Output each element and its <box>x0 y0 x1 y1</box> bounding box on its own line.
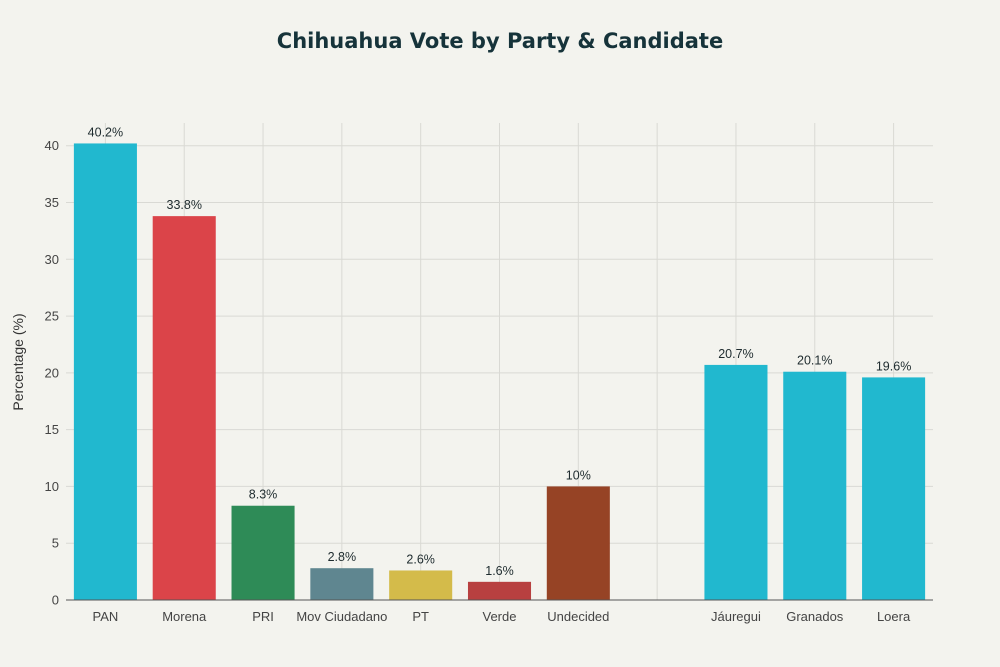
bars <box>73 143 926 600</box>
y-tick-label: 35 <box>45 195 59 210</box>
data-label: 19.6% <box>876 359 911 373</box>
x-tick-label: Verde <box>483 609 517 624</box>
y-tick-label: 20 <box>45 365 59 380</box>
x-tick-label: PRI <box>252 609 274 624</box>
bar <box>310 568 374 600</box>
x-tick-label: Granados <box>786 609 844 624</box>
bar <box>783 371 847 600</box>
bar <box>389 570 453 600</box>
data-label: 2.6% <box>406 552 435 566</box>
y-axis-label: Percentage (%) <box>10 313 26 410</box>
bar <box>231 505 295 600</box>
x-tick-label: Loera <box>877 609 911 624</box>
data-labels: 40.2% 33.8% 8.3% 2.8% 2.6% 1.6% 10% 20.7% 20.1% 1… <box>88 125 912 577</box>
data-label: 2.8% <box>328 550 357 564</box>
data-label: 20.1% <box>797 354 832 368</box>
x-tick-label: PT <box>412 609 429 624</box>
x-tick-label: PAN <box>93 609 119 624</box>
data-label: 8.3% <box>249 488 278 502</box>
y-tick-label: 30 <box>45 252 59 267</box>
y-tick-label: 10 <box>45 479 59 494</box>
data-label: 1.6% <box>485 564 514 578</box>
x-tick-label: Jáuregui <box>711 609 761 624</box>
y-tick-label: 40 <box>45 138 59 153</box>
x-tick-label: Undecided <box>547 609 609 624</box>
data-label: 10% <box>566 468 591 482</box>
bar <box>73 143 137 600</box>
data-label: 40.2% <box>88 125 123 139</box>
data-label: 20.7% <box>718 347 753 361</box>
bar <box>152 216 216 600</box>
y-tick-label: 15 <box>45 422 59 437</box>
bar <box>546 486 610 600</box>
y-tick-label: 25 <box>45 309 59 324</box>
x-tick-label: Mov Ciudadano <box>296 609 387 624</box>
x-tick-label: Morena <box>162 609 207 624</box>
bar <box>467 581 532 600</box>
bar <box>862 377 926 600</box>
data-label: 33.8% <box>167 198 202 212</box>
y-tick-label: 0 <box>52 593 59 608</box>
y-tick-label: 5 <box>52 536 59 551</box>
axes: 0 5 10 15 20 25 30 35 40 PAN Morena PRI Mov Ciudadan… <box>45 138 933 624</box>
chart-title: Chihuahua Vote by Party & Candidate <box>277 29 723 53</box>
bar <box>704 364 768 600</box>
